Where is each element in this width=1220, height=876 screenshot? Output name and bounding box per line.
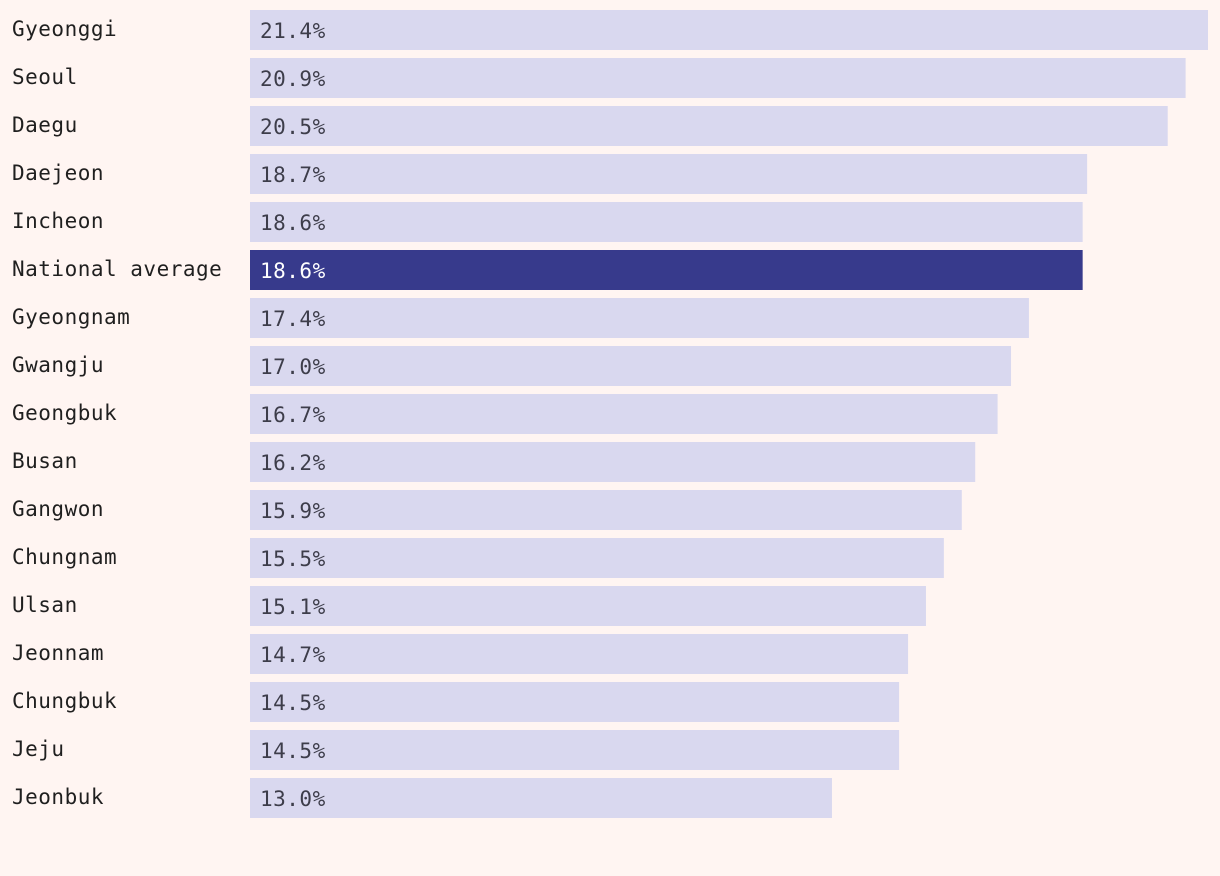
category-label: Chungnam [12, 545, 117, 569]
bar-row-gyeongnam: Gyeongnam 17.4% [12, 298, 1029, 338]
bar-highlight [250, 250, 1083, 290]
bar [250, 154, 1088, 194]
value-label: 18.7% [260, 163, 326, 187]
bar-row-busan: Busan 16.2% [12, 442, 976, 482]
category-label: Chungbuk [12, 689, 117, 713]
value-label: 13.0% [260, 787, 326, 811]
bar-row-jeju: Jeju 14.5% [12, 730, 900, 770]
bar-row-national-average: National average 18.6% [12, 250, 1083, 290]
value-label: 18.6% [260, 211, 326, 235]
category-label: Ulsan [12, 593, 78, 617]
value-label: 16.7% [260, 403, 326, 427]
bar [250, 538, 944, 578]
category-label: Daejeon [12, 161, 104, 185]
value-label: 18.6% [260, 259, 326, 283]
bar [250, 442, 976, 482]
category-label: Gyeonggi [12, 17, 117, 41]
bar [250, 730, 900, 770]
value-label: 17.4% [260, 307, 326, 331]
bar [250, 586, 926, 626]
category-label: Incheon [12, 209, 104, 233]
value-label: 14.5% [260, 739, 326, 763]
value-label: 15.9% [260, 499, 326, 523]
category-label: Daegu [12, 113, 78, 137]
bar-row-jeonbuk: Jeonbuk 13.0% [12, 778, 832, 818]
value-label: 20.5% [260, 115, 326, 139]
value-label: 14.7% [260, 643, 326, 667]
bar-row-gyeonggi: Gyeonggi 21.4% [12, 10, 1208, 50]
bar [250, 202, 1083, 242]
value-label: 14.5% [260, 691, 326, 715]
bar-row-incheon: Incheon 18.6% [12, 202, 1083, 242]
bar [250, 682, 900, 722]
bar-row-chungbuk: Chungbuk 14.5% [12, 682, 900, 722]
bar [250, 346, 1012, 386]
bar-row-gangwon: Gangwon 15.9% [12, 490, 962, 530]
bar-row-ulsan: Ulsan 15.1% [12, 586, 926, 626]
category-label: Busan [12, 449, 78, 473]
category-label: Geongbuk [12, 401, 117, 425]
value-label: 15.5% [260, 547, 326, 571]
value-label: 20.9% [260, 67, 326, 91]
category-label: National average [12, 257, 222, 281]
value-label: 17.0% [260, 355, 326, 379]
value-label: 15.1% [260, 595, 326, 619]
bar [250, 490, 962, 530]
category-label: Gyeongnam [12, 305, 130, 329]
category-label: Gwangju [12, 353, 104, 377]
bar [250, 58, 1186, 98]
bar-row-chungnam: Chungnam 15.5% [12, 538, 944, 578]
bar [250, 10, 1208, 50]
bar-row-geongbuk: Geongbuk 16.7% [12, 394, 998, 434]
bar-row-seoul: Seoul 20.9% [12, 58, 1186, 98]
bar-row-daegu: Daegu 20.5% [12, 106, 1168, 146]
bar [250, 298, 1029, 338]
category-label: Gangwon [12, 497, 104, 521]
value-label: 21.4% [260, 19, 326, 43]
bar [250, 778, 832, 818]
bar [250, 394, 998, 434]
bar-row-jeonnam: Jeonnam 14.7% [12, 634, 909, 674]
category-label: Jeonnam [12, 641, 104, 665]
category-label: Seoul [12, 65, 78, 89]
value-label: 16.2% [260, 451, 326, 475]
category-label: Jeonbuk [12, 785, 104, 809]
category-label: Jeju [12, 737, 65, 761]
bar-row-daejeon: Daejeon 18.7% [12, 154, 1088, 194]
bar [250, 106, 1168, 146]
bar [250, 634, 909, 674]
bar-row-gwangju: Gwangju 17.0% [12, 346, 1012, 386]
